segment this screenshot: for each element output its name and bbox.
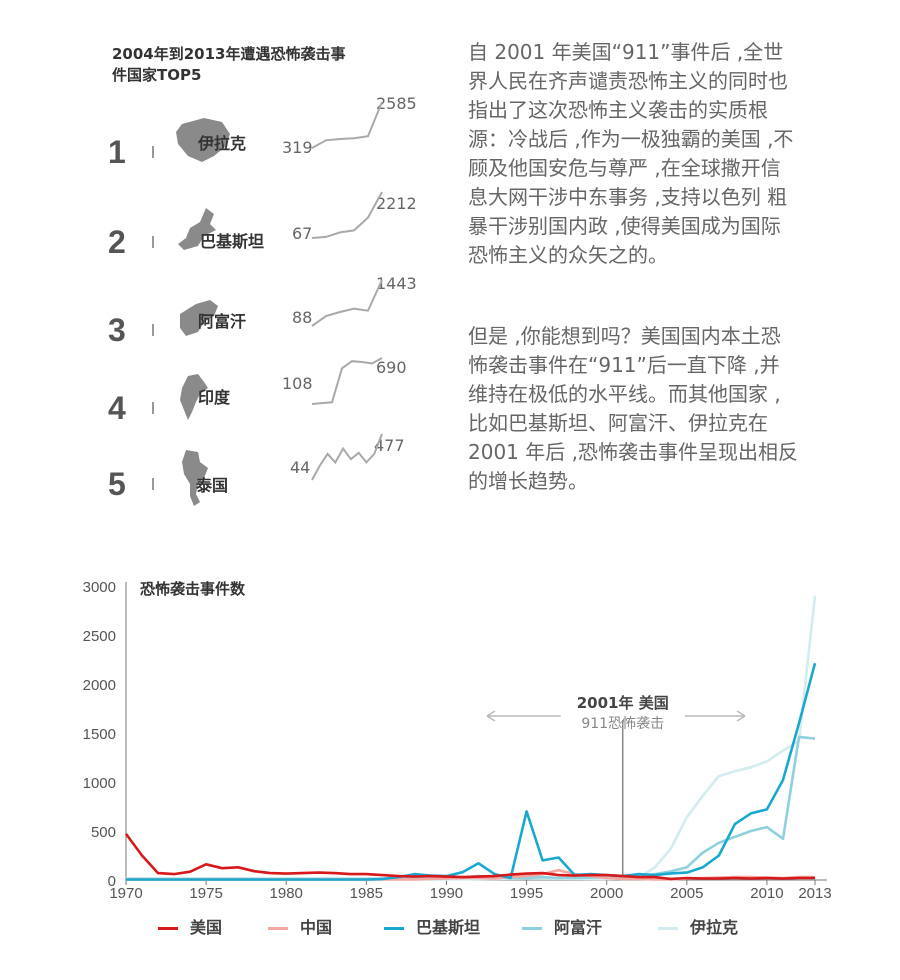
legend-swatch <box>268 927 288 930</box>
rank-row-1: 1 伊拉克 319 2585 <box>108 94 428 192</box>
sparkline <box>311 433 383 481</box>
spark-end-value: 2585 <box>376 94 417 113</box>
y-tick-label: 2500 <box>83 628 116 645</box>
x-tick-label: 2005 <box>670 885 703 902</box>
chart-legend: 美国 中国 巴基斯坦 阿富汗 伊拉克 <box>0 914 900 944</box>
rank-number: 2 <box>108 224 126 260</box>
sparkline-path <box>311 101 383 149</box>
rank-row-2: 2 巴基斯坦 67 2212 <box>108 191 428 282</box>
rank-number: 5 <box>108 466 126 502</box>
sparkline <box>311 279 383 327</box>
rank-number: 4 <box>108 390 126 426</box>
x-tick-label: 1980 <box>270 885 303 902</box>
x-tick-label: 1995 <box>510 885 543 902</box>
legend-item-iraq: 伊拉克 <box>658 914 738 938</box>
sparkline <box>311 191 383 239</box>
x-tick-label: 2013 <box>798 885 831 902</box>
spark-start-value: 88 <box>292 308 313 327</box>
spark-start-value: 67 <box>292 224 313 243</box>
rank-number: 3 <box>108 312 126 348</box>
spark-start-value: 319 <box>282 138 313 157</box>
legend-swatch <box>158 927 178 930</box>
line-chart: 0 500 1000 1500 2000 2500 3000 1970 1975 1980 1985… <box>83 579 832 902</box>
x-tick-label: 2000 <box>590 885 623 902</box>
y-tick-label: 500 <box>91 824 116 841</box>
pakistan-map-icon <box>178 208 216 250</box>
rank-row-4: 4 印度 108 690 <box>108 357 428 448</box>
legend-item-china: 中国 <box>268 914 332 938</box>
spark-end-value: 1443 <box>376 274 417 293</box>
second-paragraph: 但是 ,你能想到吗？美国国内本土恐怖袭击事件在“911”后一直下降 ,并维持在极… <box>468 324 798 493</box>
iraq-map-icon <box>176 118 230 162</box>
x-tick-label: 1970 <box>109 885 142 902</box>
legend-item-afghanistan: 阿富汗 <box>522 914 602 938</box>
annotation-arrow-right <box>684 710 746 722</box>
rank-divider <box>152 236 154 248</box>
legend-swatch <box>384 927 404 930</box>
sparkline-path <box>311 433 383 481</box>
thailand-map-icon <box>182 450 208 506</box>
sparkline-path <box>311 191 383 239</box>
country-label: 印度 <box>198 388 231 407</box>
y-tick-label: 1500 <box>83 726 116 743</box>
x-tick-label: 1975 <box>189 885 222 902</box>
legend-item-usa: 美国 <box>158 914 222 938</box>
sparkline <box>311 101 383 149</box>
series-line-0 <box>124 833 815 881</box>
y-tick-label: 0 <box>108 873 116 890</box>
y-tick-label: 1000 <box>83 775 116 792</box>
spark-start-value: 44 <box>290 458 311 477</box>
x-tick-label: 1985 <box>350 885 383 902</box>
series-line-3 <box>126 735 816 881</box>
country-label: 泰国 <box>196 476 229 495</box>
annotation-title: 2001年 美国 <box>577 694 669 712</box>
rank-number: 1 <box>108 134 126 170</box>
x-tick-label: 2010 <box>750 885 783 902</box>
rank-divider <box>152 402 154 414</box>
spark-end-value: 477 <box>374 436 405 455</box>
rank-divider <box>152 478 154 490</box>
legend-swatch <box>522 927 542 930</box>
y-axis-title: 恐怖袭击事件数 <box>140 580 246 598</box>
india-map-icon <box>180 374 208 420</box>
series-line-4 <box>126 595 817 881</box>
annotation-subtitle: 911恐怖袭击 <box>581 715 664 732</box>
ranking-title: 2004年到2013年遭遇恐怖袭击事件国家TOP5 <box>112 45 346 84</box>
y-tick-label: 3000 <box>83 579 116 596</box>
rank-divider <box>152 146 154 158</box>
intro-paragraph: 自 2001 年美国“911”事件后 ,全世界人民在齐声谴责恐怖主义的同时也指出… <box>468 40 794 267</box>
annotation-arrow-left <box>486 710 561 722</box>
country-label: 阿富汗 <box>198 312 247 331</box>
spark-start-value: 108 <box>282 374 313 393</box>
spark-end-value: 2212 <box>376 194 417 213</box>
rank-row-5: 5 泰国 44 477 <box>108 433 428 524</box>
country-label: 巴基斯坦 <box>200 232 265 251</box>
y-tick-label: 2000 <box>83 677 116 694</box>
rank-row-3: 3 阿富汗 88 1443 <box>108 274 428 370</box>
rank-divider <box>152 324 154 336</box>
legend-item-pakistan: 巴基斯坦 <box>384 914 480 938</box>
legend-swatch <box>658 927 678 930</box>
sparkline <box>311 357 383 405</box>
sparkline-path <box>311 357 383 405</box>
x-tick-label: 1990 <box>430 885 463 902</box>
afghanistan-map-icon <box>180 300 218 336</box>
country-label: 伊拉克 <box>198 134 247 153</box>
sparkline-path <box>311 279 383 327</box>
spark-end-value: 690 <box>376 358 407 377</box>
